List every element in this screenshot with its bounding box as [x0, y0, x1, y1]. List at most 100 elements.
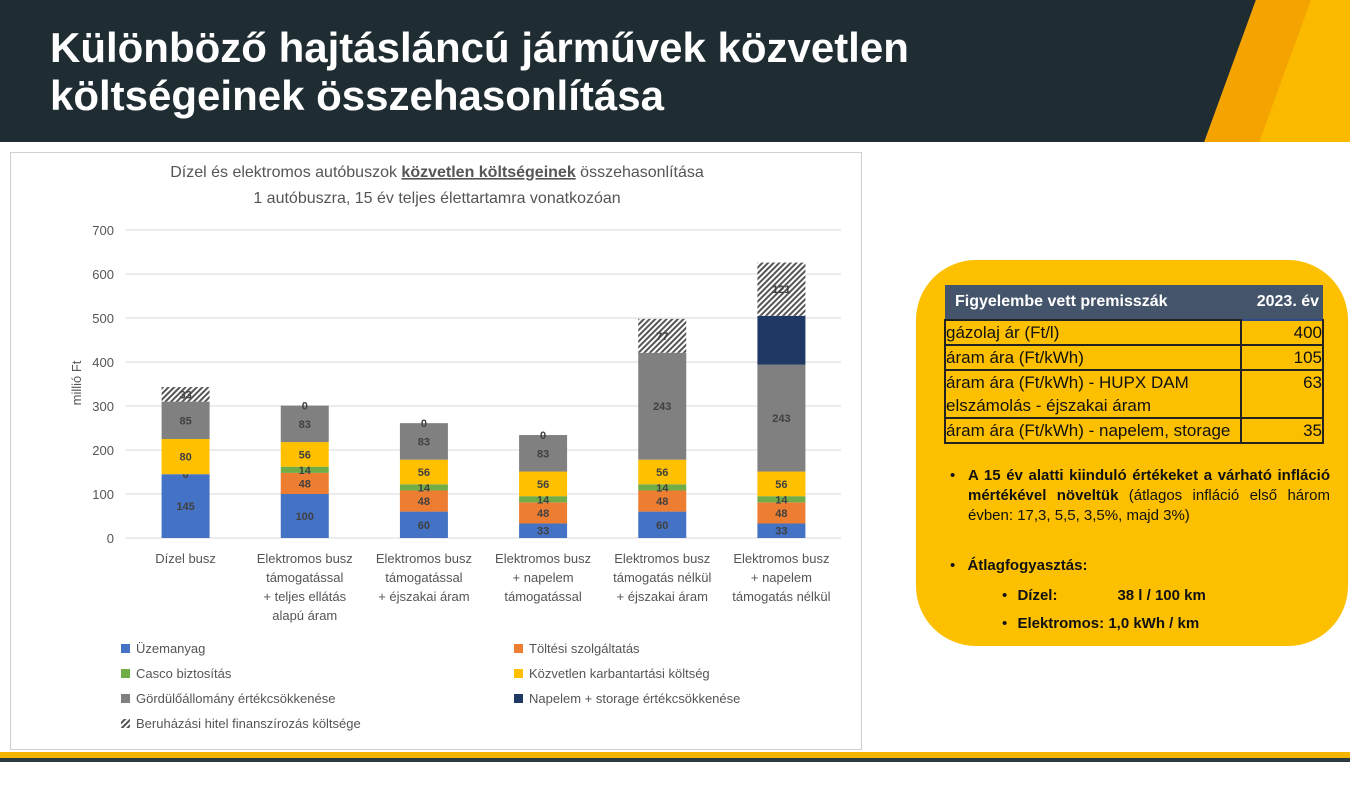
- data-label: 48: [418, 496, 430, 508]
- data-label: 83: [299, 419, 311, 431]
- table-cell: áram ára (Ft/kWh) - HUPX DAM elszámolás …: [944, 369, 1242, 419]
- table-cell: 35: [1240, 417, 1324, 444]
- legend-label: Üzemanyag: [136, 641, 205, 656]
- data-label: 0: [183, 469, 189, 481]
- electric-value: 1,0 kWh / km: [1108, 615, 1200, 632]
- bar-segment: [757, 364, 806, 472]
- bar-segment: [638, 484, 687, 491]
- x-tick-label: támogatással: [504, 589, 581, 604]
- x-tick-label: támogatás nélkül: [613, 570, 711, 585]
- data-label: 56: [656, 467, 668, 479]
- table-row: gázolaj ár (Ft/l) 400: [944, 319, 1324, 346]
- bar-segment: [757, 502, 806, 524]
- bar-segment: [638, 511, 687, 538]
- data-label: 83: [537, 448, 549, 460]
- bar-segment: [280, 494, 329, 538]
- x-tick-label: támogatással: [266, 570, 343, 585]
- x-tick-label: + éjszakai áram: [617, 589, 708, 604]
- chart-subtitle: 1 autóbuszra, 15 év teljes élettartamra …: [253, 190, 620, 207]
- y-tick-label: 0: [107, 531, 114, 546]
- data-label: 14: [537, 494, 550, 506]
- legend-label: Napelem + storage értékcsökkenése: [529, 691, 740, 706]
- x-tick-label: Dízel busz: [155, 551, 216, 566]
- bar-segment: [638, 318, 687, 353]
- bar-segment: [638, 490, 687, 512]
- bullet-consumption: • Átlagfogyasztás:: [950, 557, 1088, 574]
- bar-segment: [757, 262, 806, 316]
- table-cell: áram ára (Ft/kWh): [944, 344, 1242, 371]
- x-tick-label: + napelem: [751, 570, 812, 585]
- legend-swatch: [121, 694, 130, 703]
- table-cell: 63: [1240, 369, 1324, 419]
- y-tick-label: 100: [92, 487, 114, 502]
- data-label: 48: [775, 508, 787, 520]
- diesel-label: Dízel:: [1017, 587, 1058, 604]
- data-label: 48: [537, 508, 549, 520]
- bar-segment: [280, 472, 329, 494]
- footer-stripe: [0, 758, 1350, 762]
- table-header: 2023. év: [1241, 285, 1323, 320]
- y-tick-label: 300: [92, 399, 114, 414]
- legend-swatch: [121, 669, 130, 678]
- legend-swatch: [514, 694, 523, 703]
- x-tick-label: Elektromos busz: [257, 551, 353, 566]
- data-label: 14: [775, 494, 788, 506]
- premises-table: Figyelembe vett premisszák 2023. év gázol…: [944, 285, 1324, 444]
- y-tick-label: 500: [92, 311, 114, 326]
- bar-segment: [161, 439, 210, 475]
- data-label: 60: [418, 520, 430, 532]
- data-label: 33: [537, 526, 549, 538]
- data-label: 77: [656, 331, 668, 343]
- data-label: 243: [772, 413, 790, 425]
- data-label: 56: [775, 479, 787, 491]
- legend-swatch: [514, 644, 523, 653]
- bullet-inflation: • A 15 év alatti kiinduló értékeket a vá…: [950, 467, 1330, 524]
- bar-segment: [757, 471, 806, 497]
- x-tick-label: Elektromos busz: [733, 551, 829, 566]
- legend-swatch: [121, 644, 130, 653]
- data-label: 33: [179, 389, 191, 401]
- x-tick-label: támogatás nélkül: [732, 589, 830, 604]
- data-label: 100: [296, 511, 314, 523]
- legend-swatch: [121, 719, 130, 728]
- bar-segment: [161, 401, 210, 439]
- bar-segment: [280, 466, 329, 473]
- data-label: 80: [179, 452, 191, 464]
- footer-stripe: [0, 752, 1350, 758]
- bar-segment: [519, 435, 568, 472]
- table-cell: 400: [1240, 319, 1324, 346]
- y-tick-label: 600: [92, 267, 114, 282]
- bar-segment: [399, 484, 448, 491]
- data-label: 121: [772, 284, 790, 296]
- bullet-electric: • Elektromos: 1,0 kWh / km: [1002, 615, 1200, 632]
- chart-container: Dízel és elektromos autóbuszok közvetlen…: [10, 152, 862, 750]
- bullet-bold-text: A 15 év alatti kiinduló értékeket a várh…: [968, 467, 1330, 504]
- bar-segment: [638, 352, 687, 460]
- bar-segment: [399, 423, 448, 460]
- data-label: 48: [656, 496, 668, 508]
- diesel-value: 38 l / 100 km: [1117, 587, 1206, 604]
- stacked-bar-chart: Dízel és elektromos autóbuszok közvetlen…: [69, 164, 841, 731]
- bar-segment: [280, 405, 329, 443]
- premises-panel: Figyelembe vett premisszák 2023. év gázol…: [916, 260, 1348, 646]
- data-label: 83: [418, 436, 430, 448]
- y-tick-label: 700: [92, 223, 114, 238]
- data-label: 0: [302, 401, 308, 413]
- bullet-heading: Átlagfogyasztás:: [967, 557, 1088, 574]
- data-label: 60: [656, 520, 668, 532]
- y-tick-label: 400: [92, 355, 114, 370]
- table-cell: gázolaj ár (Ft/l): [944, 319, 1242, 346]
- bar-segment: [757, 496, 806, 503]
- data-label: 14: [299, 465, 312, 477]
- legend-swatch: [514, 669, 523, 678]
- table-cell: 105: [1240, 344, 1324, 371]
- bullet-diesel: • Dízel: 38 l / 100 km: [1002, 587, 1206, 604]
- bar-segment: [161, 474, 210, 538]
- x-tick-label: alapú áram: [272, 608, 337, 623]
- x-tick-label: + teljes ellátás: [263, 589, 346, 604]
- x-tick-label: Elektromos busz: [376, 551, 472, 566]
- data-label: 14: [418, 482, 431, 494]
- chart-title: Dízel és elektromos autóbuszok közvetlen…: [170, 164, 704, 181]
- data-label: 56: [418, 467, 430, 479]
- legend-label: Töltési szolgáltatás: [529, 641, 640, 656]
